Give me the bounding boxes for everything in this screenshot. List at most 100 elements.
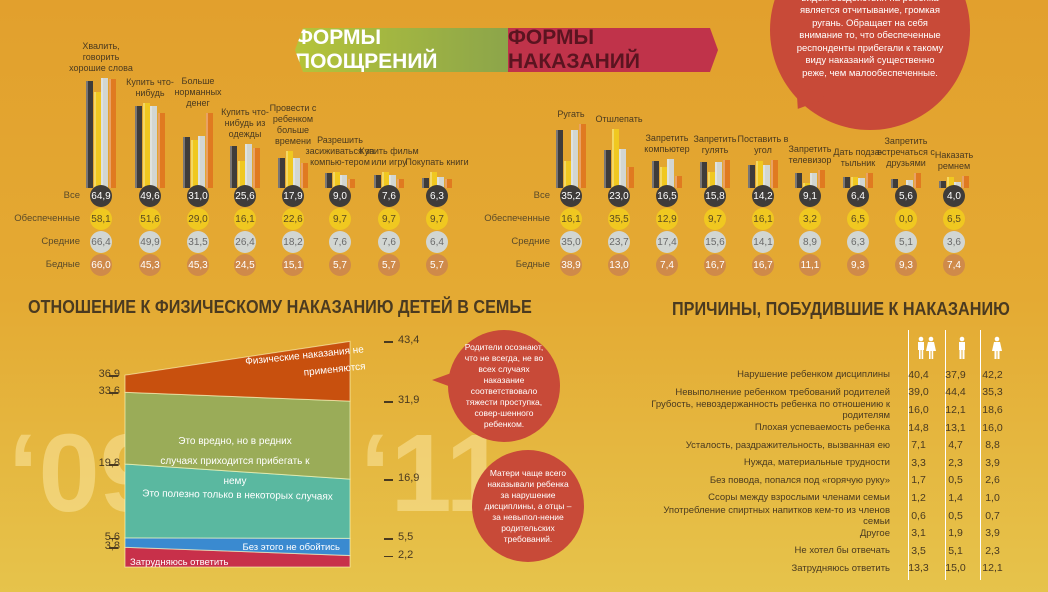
table-cell: 40,4: [908, 368, 929, 381]
bar-3: [961, 175, 969, 188]
bar-2: [198, 136, 205, 188]
table-cell: 3,9: [985, 456, 1000, 469]
value-circle: 13,0: [608, 254, 630, 276]
table-cell: 37,9: [945, 368, 966, 381]
bar-3: [674, 175, 682, 188]
tick-left: 19,8: [98, 457, 120, 470]
category-label: Дать подза-тыльник: [833, 146, 883, 168]
bar-0: [604, 150, 611, 188]
value-circle: 5,7: [329, 254, 351, 276]
value-circle: 17,9: [282, 185, 304, 207]
value-circle: 24,5: [234, 254, 256, 276]
bar-group: [325, 60, 357, 188]
row-label: Средние: [511, 236, 550, 247]
value-circle: 64,9: [90, 185, 112, 207]
value-circle: 49,6: [139, 185, 161, 207]
table-cell: 0,7: [985, 509, 1000, 522]
bar-3: [205, 113, 213, 188]
value-circle: 9,0: [329, 185, 351, 207]
value-circle: 31,0: [187, 185, 209, 207]
category-label: Запретить компьютер: [644, 133, 690, 155]
area-layer: [124, 340, 351, 402]
table-cell: 8,8: [985, 439, 1000, 452]
category-label: Наказать ремнем: [934, 149, 974, 171]
bar-0: [939, 181, 946, 188]
bar-group: [374, 60, 406, 188]
value-circle: 5,1: [895, 231, 917, 253]
bar-0: [278, 158, 285, 188]
bar-group: [700, 60, 732, 188]
callout-text: видом воздействия на ребенка является от…: [796, 0, 944, 79]
value-circle: 29,0: [187, 208, 209, 230]
value-circle: 31,5: [187, 231, 209, 253]
value-circle: 15,8: [704, 185, 726, 207]
table-row: Без повода, попался под «горячую руку» 1,…: [640, 472, 1048, 490]
bar-1: [429, 172, 437, 188]
category-label: Запретить гулять: [693, 134, 737, 156]
bar-3: [913, 172, 921, 188]
table-cell: 1,0: [985, 491, 1000, 504]
table-row: Другое 3,1 1,9 3,9: [640, 524, 1048, 542]
bar-1: [755, 161, 763, 188]
row-label: Нарушение ребенком дисциплины: [737, 369, 890, 381]
reasons-table-title: ПРИЧИНЫ, ПОБУДИВШИЕ К НАКАЗАНИЮ: [672, 299, 1010, 319]
table-cell: 2,3: [948, 456, 963, 469]
bar-2: [619, 148, 626, 188]
bar-1: [237, 161, 245, 188]
value-circle: 25,6: [234, 185, 256, 207]
bar-1: [142, 102, 150, 188]
bar-group: [135, 60, 167, 188]
bar-1: [332, 172, 340, 188]
table-cell: 0,5: [948, 509, 963, 522]
table-cell: 13,3: [908, 562, 929, 575]
bar-3: [157, 113, 165, 188]
table-cell: 2,3: [985, 544, 1000, 557]
table-cell: 16,0: [908, 403, 929, 416]
tick-right: 16,9: [398, 472, 420, 485]
tick-mark: [109, 464, 118, 466]
category-label: Разрешить засиживаться за компью-тером: [305, 135, 375, 167]
table-row: Усталость, раздражительность, вызванная …: [640, 436, 1048, 454]
table-row: Невыполнение ребенком требований родител…: [640, 384, 1048, 402]
value-circle: 35,2: [560, 185, 582, 207]
value-circle: 6,3: [426, 185, 448, 207]
row-label: Другое: [859, 527, 890, 539]
bubble-tail: [432, 372, 454, 388]
value-circle: 15,6: [704, 231, 726, 253]
table-cell: 39,0: [908, 386, 929, 399]
value-circle: 12,9: [656, 208, 678, 230]
all-parents-icon: [918, 336, 936, 359]
value-circle: 49,9: [139, 231, 161, 253]
layer-label: Без этого не обойтись: [242, 542, 341, 553]
bar-3: [722, 160, 730, 188]
callout-text: Матери чаще всего наказывали ребенка за …: [484, 467, 572, 544]
tick-mark: [384, 401, 393, 403]
rewards-banner: ФОРМЫ ПООЩРЕНИЙ: [295, 28, 508, 72]
bar-1: [93, 92, 101, 188]
value-circle: 66,0: [90, 254, 112, 276]
bar-0: [748, 164, 755, 188]
category-label: Покупать книги: [405, 157, 469, 167]
bar-2: [906, 179, 913, 188]
bar-1: [190, 140, 198, 188]
bar-0: [652, 160, 659, 188]
tick-mark: [384, 479, 393, 481]
table-row: Употребление спиртных напитков кем-то из…: [640, 505, 1048, 527]
bar-3: [770, 160, 778, 188]
value-circle: 6,5: [847, 208, 869, 230]
category-label: Провести с ребенком больше времени: [269, 102, 317, 146]
bar-2: [150, 105, 157, 188]
category-label: Купить что-нибудь из одежды: [221, 107, 269, 140]
value-circle: 7,4: [656, 254, 678, 276]
table-cell: 3,9: [985, 527, 1000, 540]
category-label: Больше норманных денег: [174, 76, 222, 109]
value-circle: 45,3: [187, 254, 209, 276]
bar-group: [422, 60, 454, 188]
value-circle: 7,6: [378, 231, 400, 253]
bar-group: [556, 60, 588, 188]
row-label: Невыполнение ребенком требований родител…: [675, 386, 890, 398]
bar-2: [810, 173, 817, 188]
value-circle: 7,6: [378, 185, 400, 207]
category-label: Запретить встречаться с друзьями: [877, 135, 935, 168]
value-circle: 7,6: [329, 231, 351, 253]
